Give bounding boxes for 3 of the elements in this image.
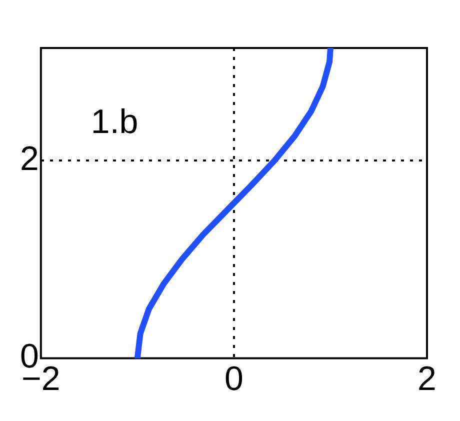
annotation: 1.b [90, 103, 138, 141]
x-tick-label: 0 [224, 360, 244, 398]
x-tick-label: 2 [418, 360, 436, 398]
